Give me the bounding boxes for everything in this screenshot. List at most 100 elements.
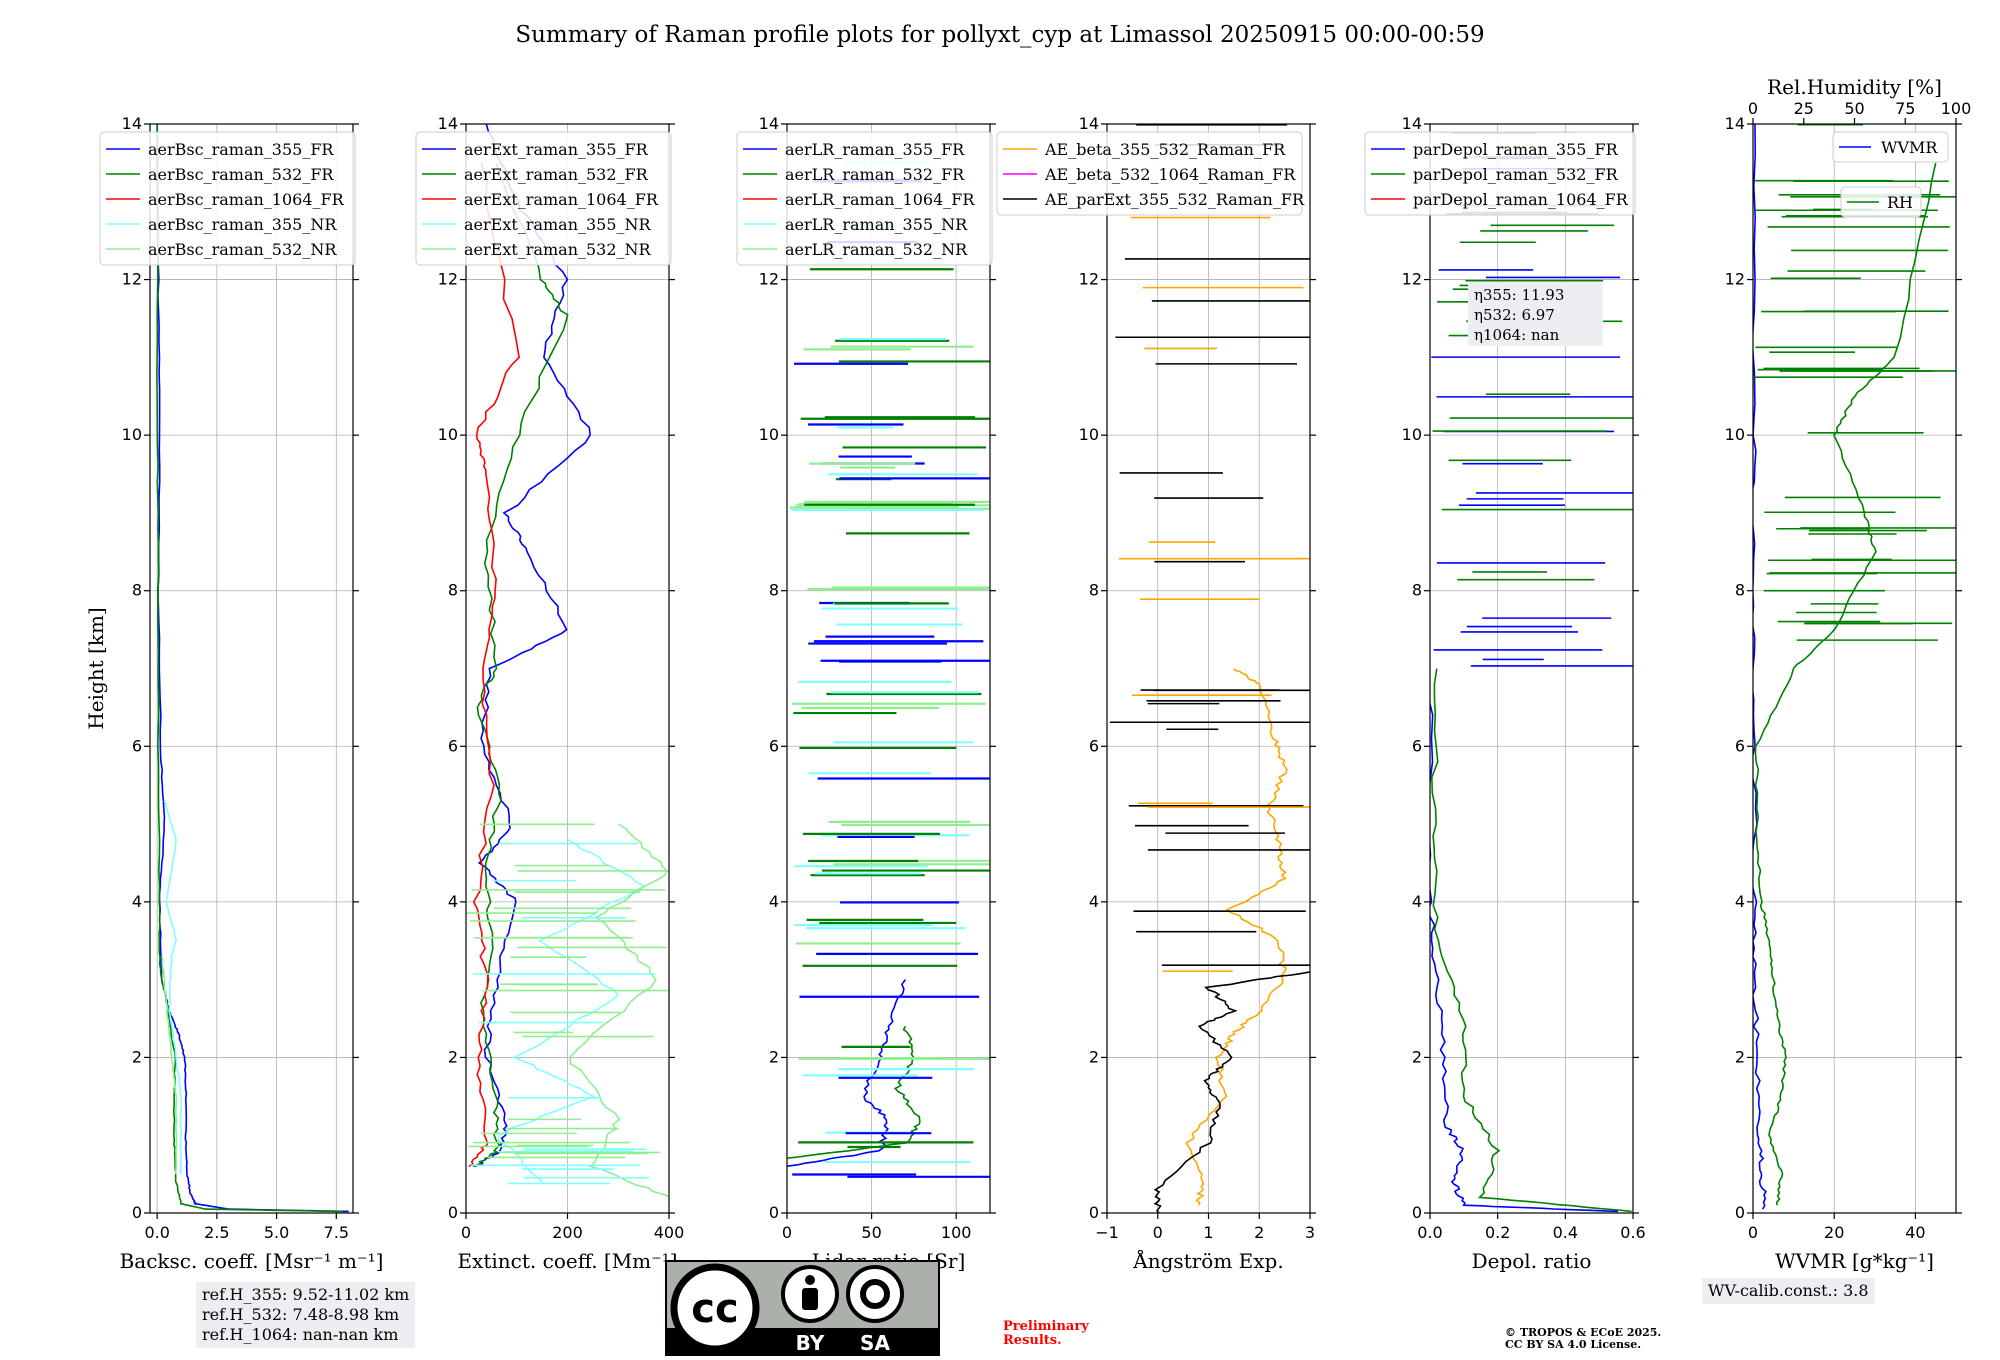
series-group <box>155 124 349 1213</box>
x-tick-label: 1 <box>1203 1223 1213 1242</box>
x-tick-label: −1 <box>1095 1223 1119 1242</box>
x-tick-label: 0.4 <box>1553 1223 1578 1242</box>
series-line-aerLR_raman_355_FR <box>787 979 907 1168</box>
y-tick-label: 2 <box>132 1047 142 1066</box>
legend-depol: parDepol_raman_355_FR parDepol_raman_532_… <box>1364 131 1636 216</box>
legend-entry: aerLR_raman_355_NR <box>785 215 968 234</box>
y-tick-label: 6 <box>448 736 458 755</box>
y-tick-label: 12 <box>438 270 458 289</box>
ref-height-355: ref.H_355: 9.52-11.02 km <box>202 1285 410 1304</box>
legend-entry: parDepol_raman_532_FR <box>1413 165 1619 184</box>
x-axis-label: Depol. ratio <box>1472 1249 1592 1273</box>
y-tick-label: 10 <box>438 425 458 444</box>
preliminary-results-note: Preliminary Results. <box>1003 1320 1089 1348</box>
y-tick-label: 12 <box>1725 270 1745 289</box>
x-axis-label: Backsc. coeff. [Msr⁻¹ m⁻¹] <box>120 1249 384 1273</box>
top-x-tick-label: 50 <box>1844 99 1864 118</box>
legend-entry: aerExt_raman_355_NR <box>464 215 652 234</box>
legend-entry: aerExt_raman_355_FR <box>464 140 649 159</box>
sa-label: SA <box>860 1331 890 1355</box>
series-line-aerBsc_raman_532_NR <box>161 956 178 1175</box>
y-tick-label: 8 <box>1412 581 1422 600</box>
series-line-aerExt_raman_355_FR <box>473 124 591 1168</box>
y-tick-label: 14 <box>122 114 142 133</box>
x-tick-label: 0 <box>461 1223 471 1242</box>
copyright-note: © TROPOS & ECoE 2025. CC BY SA 4.0 Licen… <box>1505 1327 1661 1351</box>
series-line-aerExt_raman_1064_FR <box>468 162 520 1167</box>
copyright-line2: CC BY SA 4.0 License. <box>1505 1338 1642 1351</box>
chart-panel-extinction: 0 2 4 6 8 10 12 14 0 200 400 Extinct. coeff. [Mm⁻¹]… <box>415 114 685 1273</box>
by-label: BY <box>796 1331 825 1355</box>
wv-calibration-box: WV-calib.const.: 3.8 <box>1702 1278 1875 1304</box>
x-tick-label: 2 <box>1254 1223 1264 1242</box>
cc-by-sa-license-badge: cc BY SA <box>665 1260 940 1356</box>
series-line-parDepol_raman_355_FR <box>1430 668 1619 1213</box>
y-tick-label: 4 <box>769 892 779 911</box>
preliminary-line2: Results. <box>1003 1333 1062 1348</box>
legend-box <box>736 131 993 266</box>
page-title: Summary of Raman profile plots for polly… <box>515 22 1485 48</box>
y-tick-label: 0 <box>1735 1203 1745 1222</box>
x-tick-label: 0 <box>1748 1223 1758 1242</box>
legend-entry: AE_parExt_355_532_Raman_FR <box>1044 190 1305 209</box>
y-tick-label: 10 <box>759 425 779 444</box>
legend-entry: parDepol_raman_355_FR <box>1413 140 1619 159</box>
top-x-tick-label: 0 <box>1748 99 1758 118</box>
y-tick-label: 12 <box>122 270 142 289</box>
x-tick-label: 0.0 <box>144 1223 169 1242</box>
series-group <box>1430 131 1633 1213</box>
y-axis-label: Height [km] <box>84 607 108 729</box>
y-tick-label: 8 <box>1735 581 1745 600</box>
y-tick-label: 4 <box>1412 892 1422 911</box>
y-tick-label: 2 <box>448 1047 458 1066</box>
top-x-tick-label: 25 <box>1794 99 1814 118</box>
y-tick-label: 2 <box>1412 1047 1422 1066</box>
sa-share-alike-icon <box>846 1265 904 1323</box>
x-axis-label: Extinct. coeff. [Mm⁻¹] <box>457 1249 677 1273</box>
x-axis-label: WVMR [g*kg⁻¹] <box>1775 1249 1934 1273</box>
eta-label: η532: 6.97 <box>1474 306 1555 324</box>
x-tick-label: 40 <box>1905 1223 1925 1242</box>
y-tick-label: 0 <box>769 1203 779 1222</box>
legend-entry: aerExt_raman_532_FR <box>464 165 649 184</box>
cc-icon <box>670 1263 760 1353</box>
y-tick-label: 2 <box>769 1047 779 1066</box>
legend-box <box>1832 131 1949 163</box>
legend-box <box>99 131 356 266</box>
top-axis-label: Rel.Humidity [%] <box>1767 75 1942 99</box>
legend-entry: parDepol_raman_1064_FR <box>1413 190 1629 209</box>
x-tick-label: 0.6 <box>1620 1223 1645 1242</box>
y-tick-label: 0 <box>1089 1203 1099 1222</box>
x-axis-label: Ångström Exp. <box>1132 1248 1283 1273</box>
legend-entry: AE_beta_355_532_Raman_FR <box>1044 140 1286 159</box>
x-tick-label: 0.2 <box>1485 1223 1510 1242</box>
plot-frame <box>1429 123 1634 1214</box>
legend-angstrom: AE_beta_355_532_Raman_FR AE_beta_532_1064… <box>996 131 1305 216</box>
plot-frame <box>1752 123 1957 1214</box>
series-line-RH <box>1754 162 1937 1206</box>
series-group <box>1753 124 1956 1210</box>
series-group <box>787 161 990 1178</box>
legend-backscatter: aerBsc_raman_355_FR aerBsc_raman_532_FRae… <box>99 131 356 266</box>
eta-label: η1064: nan <box>1474 326 1560 344</box>
x-tick-label: 3 <box>1305 1223 1315 1242</box>
y-tick-label: 0 <box>1412 1203 1422 1222</box>
x-tick-label: 7.5 <box>324 1223 349 1242</box>
series-group <box>466 124 669 1198</box>
x-tick-label: 400 <box>654 1223 685 1242</box>
eta-box-bg <box>1468 282 1603 346</box>
legend-entry: aerLR_raman_532_FR <box>785 165 965 184</box>
y-tick-label: 12 <box>1402 270 1422 289</box>
y-tick-label: 10 <box>122 425 142 444</box>
legend-entry: aerBsc_raman_355_FR <box>148 140 334 159</box>
y-tick-label: 14 <box>1402 114 1422 133</box>
legend-entry: aerBsc_raman_532_NR <box>148 240 337 259</box>
y-tick-label: 6 <box>769 736 779 755</box>
legend-box-rh <box>1840 186 1922 218</box>
y-tick-label: 4 <box>1735 892 1745 911</box>
ref-height-1064: ref.H_1064: nan-nan km <box>202 1325 399 1344</box>
series-group <box>1109 124 1310 1213</box>
chart-panel-backscatter: 0 2 4 6 8 10 12 14 0.0 2.5 5.0 7.5 Backsc. coeff. [M… <box>84 114 383 1273</box>
cc-label: cc <box>691 1286 738 1332</box>
reference-height-box: ref.H_355: 9.52-11.02 km ref.H_532: 7.48… <box>196 1282 416 1348</box>
